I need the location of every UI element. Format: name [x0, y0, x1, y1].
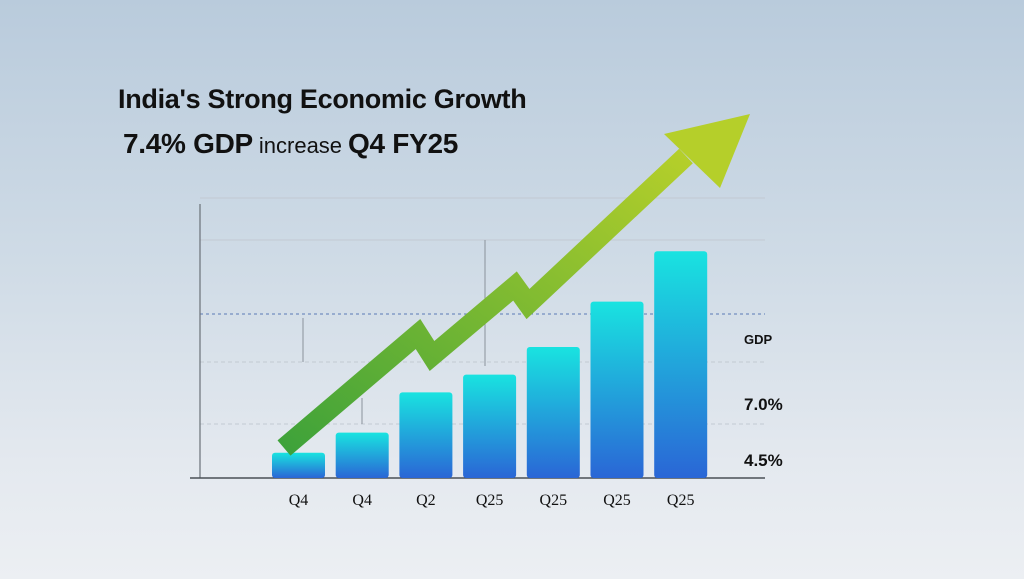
bar — [526, 346, 580, 478]
subtitle-word: increase — [258, 133, 343, 158]
x-tick-label: Q4 — [352, 492, 372, 509]
x-tick-label: Q25 — [476, 492, 504, 509]
bar — [272, 452, 325, 478]
x-tick-label: Q25 — [540, 492, 568, 509]
subtitle-period: Q4 FY25 — [348, 128, 459, 159]
chart-subtitle: 7.4% GDP increase Q4 FY25 — [123, 128, 458, 160]
trend-arrow-head — [664, 114, 750, 188]
right-label: 7.0% — [744, 395, 783, 414]
bar — [654, 251, 708, 478]
right-label: GDP — [744, 332, 773, 347]
bar — [463, 374, 517, 478]
bar — [335, 432, 389, 478]
x-tick-label: Q4 — [289, 492, 309, 509]
x-tick-label: Q25 — [603, 492, 631, 509]
trend-arrow — [277, 148, 693, 456]
x-tick-label: Q2 — [416, 492, 436, 509]
bar — [590, 301, 644, 478]
chart-title: India's Strong Economic Growth — [118, 84, 527, 114]
x-tick-label: Q25 — [667, 492, 695, 509]
bar — [399, 392, 453, 478]
right-label: 4.5% — [744, 451, 783, 470]
subtitle-value: 7.4% GDP — [123, 128, 253, 159]
